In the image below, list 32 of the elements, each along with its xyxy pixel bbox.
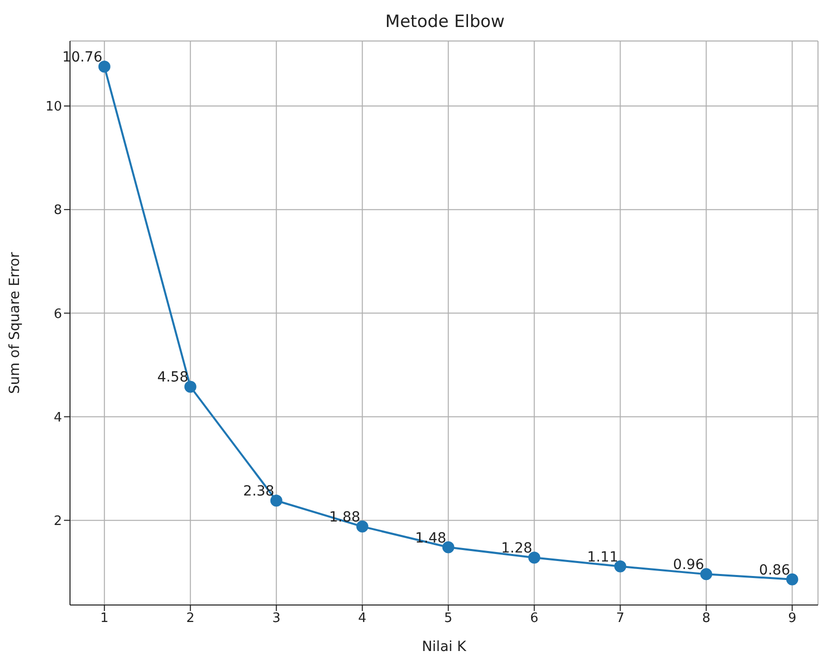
- point: [270, 494, 282, 507]
- data-label: 1.48: [415, 530, 446, 546]
- x-tick-label: 2: [186, 611, 195, 626]
- point: [184, 380, 196, 393]
- point: [700, 568, 712, 580]
- data-label: 1.28: [501, 540, 532, 557]
- data-label: 0.96: [673, 557, 704, 574]
- y-tick-label: 10: [45, 100, 62, 115]
- x-tick-label: 1: [100, 611, 109, 626]
- x-axis-title: Nilai K: [422, 639, 467, 655]
- y-tick-label: 8: [54, 203, 62, 218]
- data-label: 1.11: [587, 549, 618, 566]
- point: [98, 60, 110, 73]
- y-tick-label: 4: [54, 410, 62, 426]
- point: [614, 560, 626, 572]
- y-axis-title: Sum of Square Error: [6, 252, 23, 394]
- y-tick-label: 2: [54, 514, 62, 529]
- x-tick-label: 5: [444, 611, 452, 626]
- x-tick-label: 8: [702, 611, 710, 626]
- point: [356, 520, 368, 533]
- y-tick-label: 6: [54, 306, 62, 322]
- chart-title: Metode Elbow: [384, 12, 506, 32]
- data-label: 0.86: [759, 562, 790, 578]
- point: [442, 541, 454, 554]
- point: [786, 573, 798, 586]
- data-label: 4.58: [157, 370, 188, 386]
- x-tick-label: 4: [358, 611, 366, 626]
- x-tick-label: 7: [616, 611, 624, 626]
- x-tick-label: 3: [272, 611, 280, 626]
- x-tick-label: 6: [530, 611, 538, 626]
- point: [528, 552, 540, 564]
- x-tick-label: 9: [788, 611, 796, 626]
